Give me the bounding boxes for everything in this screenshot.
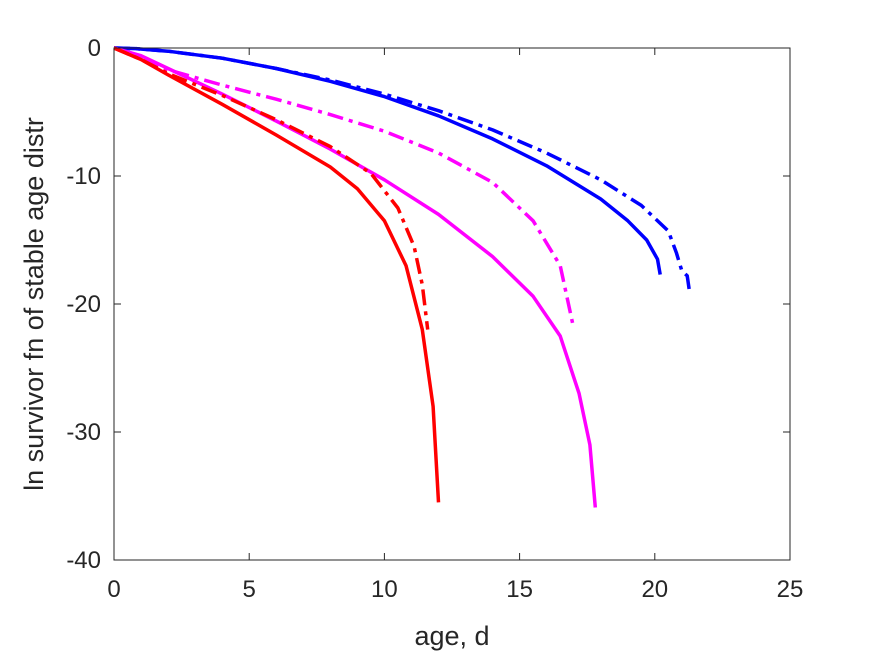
- y-tick-label: 0: [88, 35, 101, 62]
- x-tick-label: 10: [371, 576, 398, 603]
- series-layer: [113, 46, 692, 508]
- x-axis-label: age, d: [414, 621, 489, 651]
- y-tick-label: -30: [66, 419, 101, 446]
- series-line-1: [113, 46, 692, 296]
- series-line-5: [113, 46, 430, 330]
- x-tick-label: 5: [243, 576, 256, 603]
- plot-area: [114, 48, 790, 560]
- x-tick-label: 25: [777, 576, 804, 603]
- y-tick-label: -20: [66, 291, 101, 318]
- x-tick-label: 0: [107, 576, 120, 603]
- y-tick-label: -10: [66, 163, 101, 190]
- x-tick-label: 15: [506, 576, 533, 603]
- ticks-layer: 0 5 10 15 20 25 -40 -30 -20 -10 0: [66, 35, 803, 603]
- y-axis-label: ln survivor fn of stable age distr: [19, 117, 49, 491]
- x-tick-label: 20: [641, 576, 668, 603]
- y-tick-label: -40: [66, 547, 101, 574]
